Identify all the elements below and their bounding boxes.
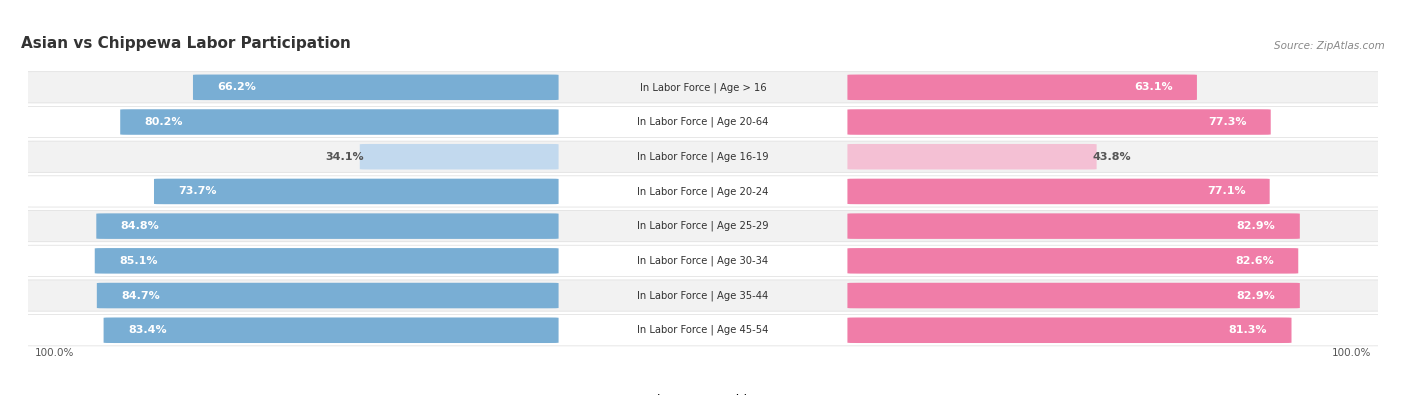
- Text: 80.2%: 80.2%: [145, 117, 183, 127]
- Text: 84.8%: 84.8%: [121, 221, 159, 231]
- FancyBboxPatch shape: [360, 144, 558, 169]
- Text: 83.4%: 83.4%: [128, 325, 166, 335]
- FancyBboxPatch shape: [848, 144, 1097, 169]
- FancyBboxPatch shape: [848, 109, 1271, 135]
- FancyBboxPatch shape: [848, 283, 1299, 308]
- Text: 81.3%: 81.3%: [1229, 325, 1267, 335]
- Text: In Labor Force | Age 35-44: In Labor Force | Age 35-44: [637, 290, 769, 301]
- Text: 82.6%: 82.6%: [1236, 256, 1274, 266]
- FancyBboxPatch shape: [94, 248, 558, 274]
- FancyBboxPatch shape: [8, 280, 1398, 311]
- Text: 82.9%: 82.9%: [1237, 221, 1275, 231]
- FancyBboxPatch shape: [193, 75, 558, 100]
- FancyBboxPatch shape: [848, 248, 1298, 274]
- Text: In Labor Force | Age 20-24: In Labor Force | Age 20-24: [637, 186, 769, 197]
- Text: 43.8%: 43.8%: [1092, 152, 1132, 162]
- FancyBboxPatch shape: [8, 315, 1398, 346]
- FancyBboxPatch shape: [8, 245, 1398, 276]
- Text: In Labor Force | Age 16-19: In Labor Force | Age 16-19: [637, 151, 769, 162]
- FancyBboxPatch shape: [121, 109, 558, 135]
- Text: In Labor Force | Age 30-34: In Labor Force | Age 30-34: [637, 256, 769, 266]
- Text: 77.1%: 77.1%: [1206, 186, 1246, 196]
- Text: 34.1%: 34.1%: [325, 152, 364, 162]
- Text: 63.1%: 63.1%: [1135, 82, 1173, 92]
- FancyBboxPatch shape: [8, 211, 1398, 242]
- Legend: Asian, Chippewa: Asian, Chippewa: [617, 394, 789, 395]
- FancyBboxPatch shape: [97, 283, 558, 308]
- Text: Source: ZipAtlas.com: Source: ZipAtlas.com: [1274, 41, 1385, 51]
- FancyBboxPatch shape: [848, 318, 1292, 343]
- Text: 77.3%: 77.3%: [1208, 117, 1247, 127]
- FancyBboxPatch shape: [96, 213, 558, 239]
- Text: In Labor Force | Age 25-29: In Labor Force | Age 25-29: [637, 221, 769, 231]
- FancyBboxPatch shape: [848, 75, 1197, 100]
- Text: In Labor Force | Age > 16: In Labor Force | Age > 16: [640, 82, 766, 92]
- Text: 100.0%: 100.0%: [35, 348, 75, 358]
- Text: 73.7%: 73.7%: [179, 186, 217, 196]
- FancyBboxPatch shape: [8, 141, 1398, 172]
- Text: In Labor Force | Age 20-64: In Labor Force | Age 20-64: [637, 117, 769, 127]
- FancyBboxPatch shape: [8, 72, 1398, 103]
- FancyBboxPatch shape: [848, 213, 1299, 239]
- FancyBboxPatch shape: [848, 179, 1270, 204]
- Text: 100.0%: 100.0%: [1331, 348, 1371, 358]
- Text: In Labor Force | Age 45-54: In Labor Force | Age 45-54: [637, 325, 769, 335]
- Text: Asian vs Chippewa Labor Participation: Asian vs Chippewa Labor Participation: [21, 36, 351, 51]
- FancyBboxPatch shape: [8, 176, 1398, 207]
- Text: 84.7%: 84.7%: [121, 291, 160, 301]
- FancyBboxPatch shape: [104, 318, 558, 343]
- FancyBboxPatch shape: [8, 106, 1398, 137]
- Text: 66.2%: 66.2%: [218, 82, 256, 92]
- FancyBboxPatch shape: [155, 179, 558, 204]
- Text: 85.1%: 85.1%: [120, 256, 157, 266]
- Text: 82.9%: 82.9%: [1237, 291, 1275, 301]
